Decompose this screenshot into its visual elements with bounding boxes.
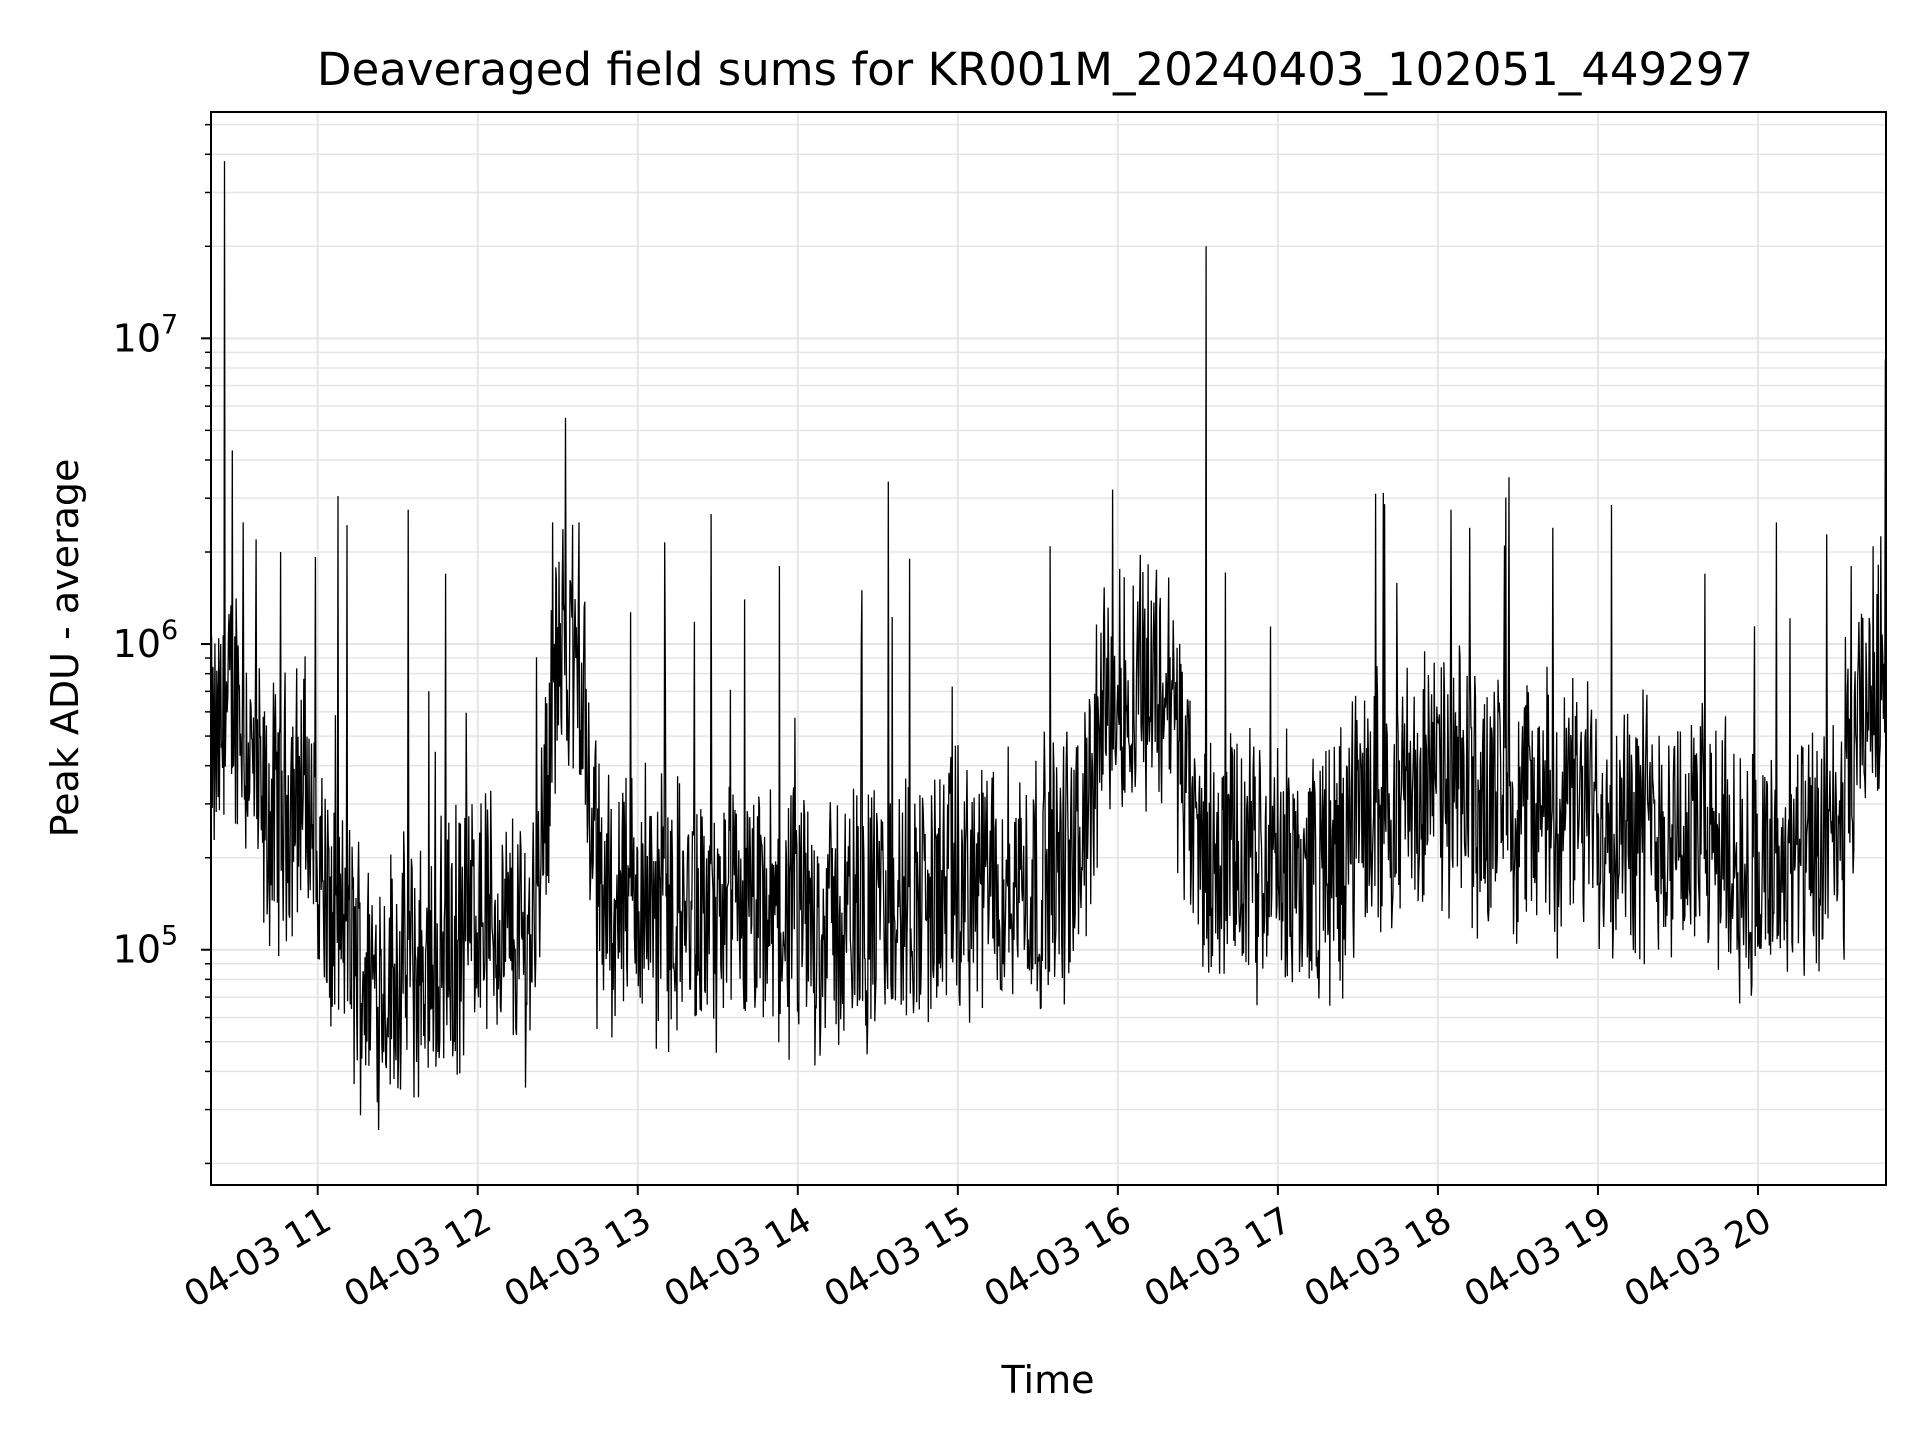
y-tick-exponent: 5 — [161, 921, 178, 952]
y-tick-exponent: 7 — [161, 309, 178, 340]
chart-title: Deaveraged field sums for KR001M_2024040… — [317, 43, 1753, 96]
x-axis-ticks: 04-03 11 04-03 12 04-03 13 04-03 14 04-03 15… — [178, 1185, 1779, 1316]
y-axis-label: Peak ADU - average — [43, 459, 87, 838]
x-tick-label: 04-03 17 — [1138, 1200, 1299, 1316]
x-tick-label: 04-03 12 — [338, 1200, 499, 1316]
plot-frame — [210, 111, 1887, 1186]
x-tick-label: 04-03 16 — [978, 1200, 1139, 1316]
x-tick-label: 04-03 18 — [1298, 1200, 1459, 1316]
x-tick-label: 04-03 19 — [1458, 1200, 1619, 1316]
grid-lines — [211, 112, 1886, 1185]
y-tick-exponent: 6 — [161, 615, 178, 646]
x-tick-label: 04-03 11 — [178, 1200, 339, 1316]
x-tick-label: 04-03 20 — [1618, 1200, 1779, 1316]
x-tick-label: 04-03 14 — [658, 1200, 819, 1316]
x-tick-label: 04-03 15 — [818, 1200, 979, 1316]
x-tick-label: 04-03 13 — [498, 1200, 659, 1316]
y-tick-label: 10 — [113, 622, 161, 666]
series-line — [210, 161, 1887, 1131]
x-axis-label: Time — [1001, 1358, 1095, 1402]
y-tick-label: 10 — [113, 928, 161, 972]
y-tick-label: 10 — [113, 316, 161, 360]
data-series — [210, 161, 1887, 1131]
